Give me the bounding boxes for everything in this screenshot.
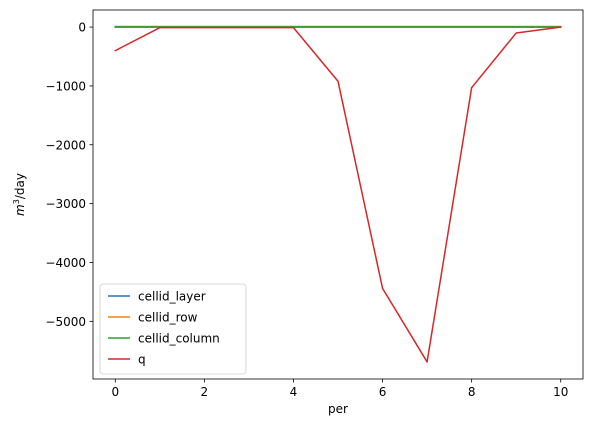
y-tick-label: −1000 bbox=[45, 79, 86, 93]
y-axis-label: m3/day bbox=[12, 173, 27, 216]
axes-frame bbox=[92, 9, 584, 380]
x-axis-label: per bbox=[328, 402, 348, 416]
legend-label: cellid_row bbox=[138, 311, 198, 325]
series-line-q bbox=[114, 26, 562, 363]
y-tick-label: 0 bbox=[78, 21, 86, 35]
legend-label: cellid_column bbox=[138, 332, 220, 346]
y-tick-label: −2000 bbox=[45, 138, 86, 152]
legend-label: q bbox=[138, 353, 146, 367]
legend-label: cellid_layer bbox=[138, 290, 206, 304]
y-axis-label-base: m bbox=[13, 204, 27, 216]
x-tick-label: 4 bbox=[290, 385, 298, 399]
y-tick-label: −3000 bbox=[45, 197, 86, 211]
x-axis: 0 2 4 6 8 10 bbox=[111, 379, 568, 399]
x-tick-label: 2 bbox=[201, 385, 209, 399]
x-tick-label: 8 bbox=[468, 385, 476, 399]
y-axis-label-exponent: 3 bbox=[12, 199, 21, 204]
y-tick-label: −5000 bbox=[45, 315, 86, 329]
y-axis-label-unit: /day bbox=[13, 173, 27, 199]
legend-frame bbox=[99, 283, 247, 375]
y-tick-label: −4000 bbox=[45, 256, 86, 270]
x-tick-label: 0 bbox=[111, 385, 119, 399]
x-tick-label: 10 bbox=[553, 385, 568, 399]
x-tick-label: 6 bbox=[379, 385, 387, 399]
series-layer bbox=[114, 25, 562, 363]
y-axis: 0 −1000 −2000 −3000 −4000 −5000 bbox=[45, 21, 93, 329]
